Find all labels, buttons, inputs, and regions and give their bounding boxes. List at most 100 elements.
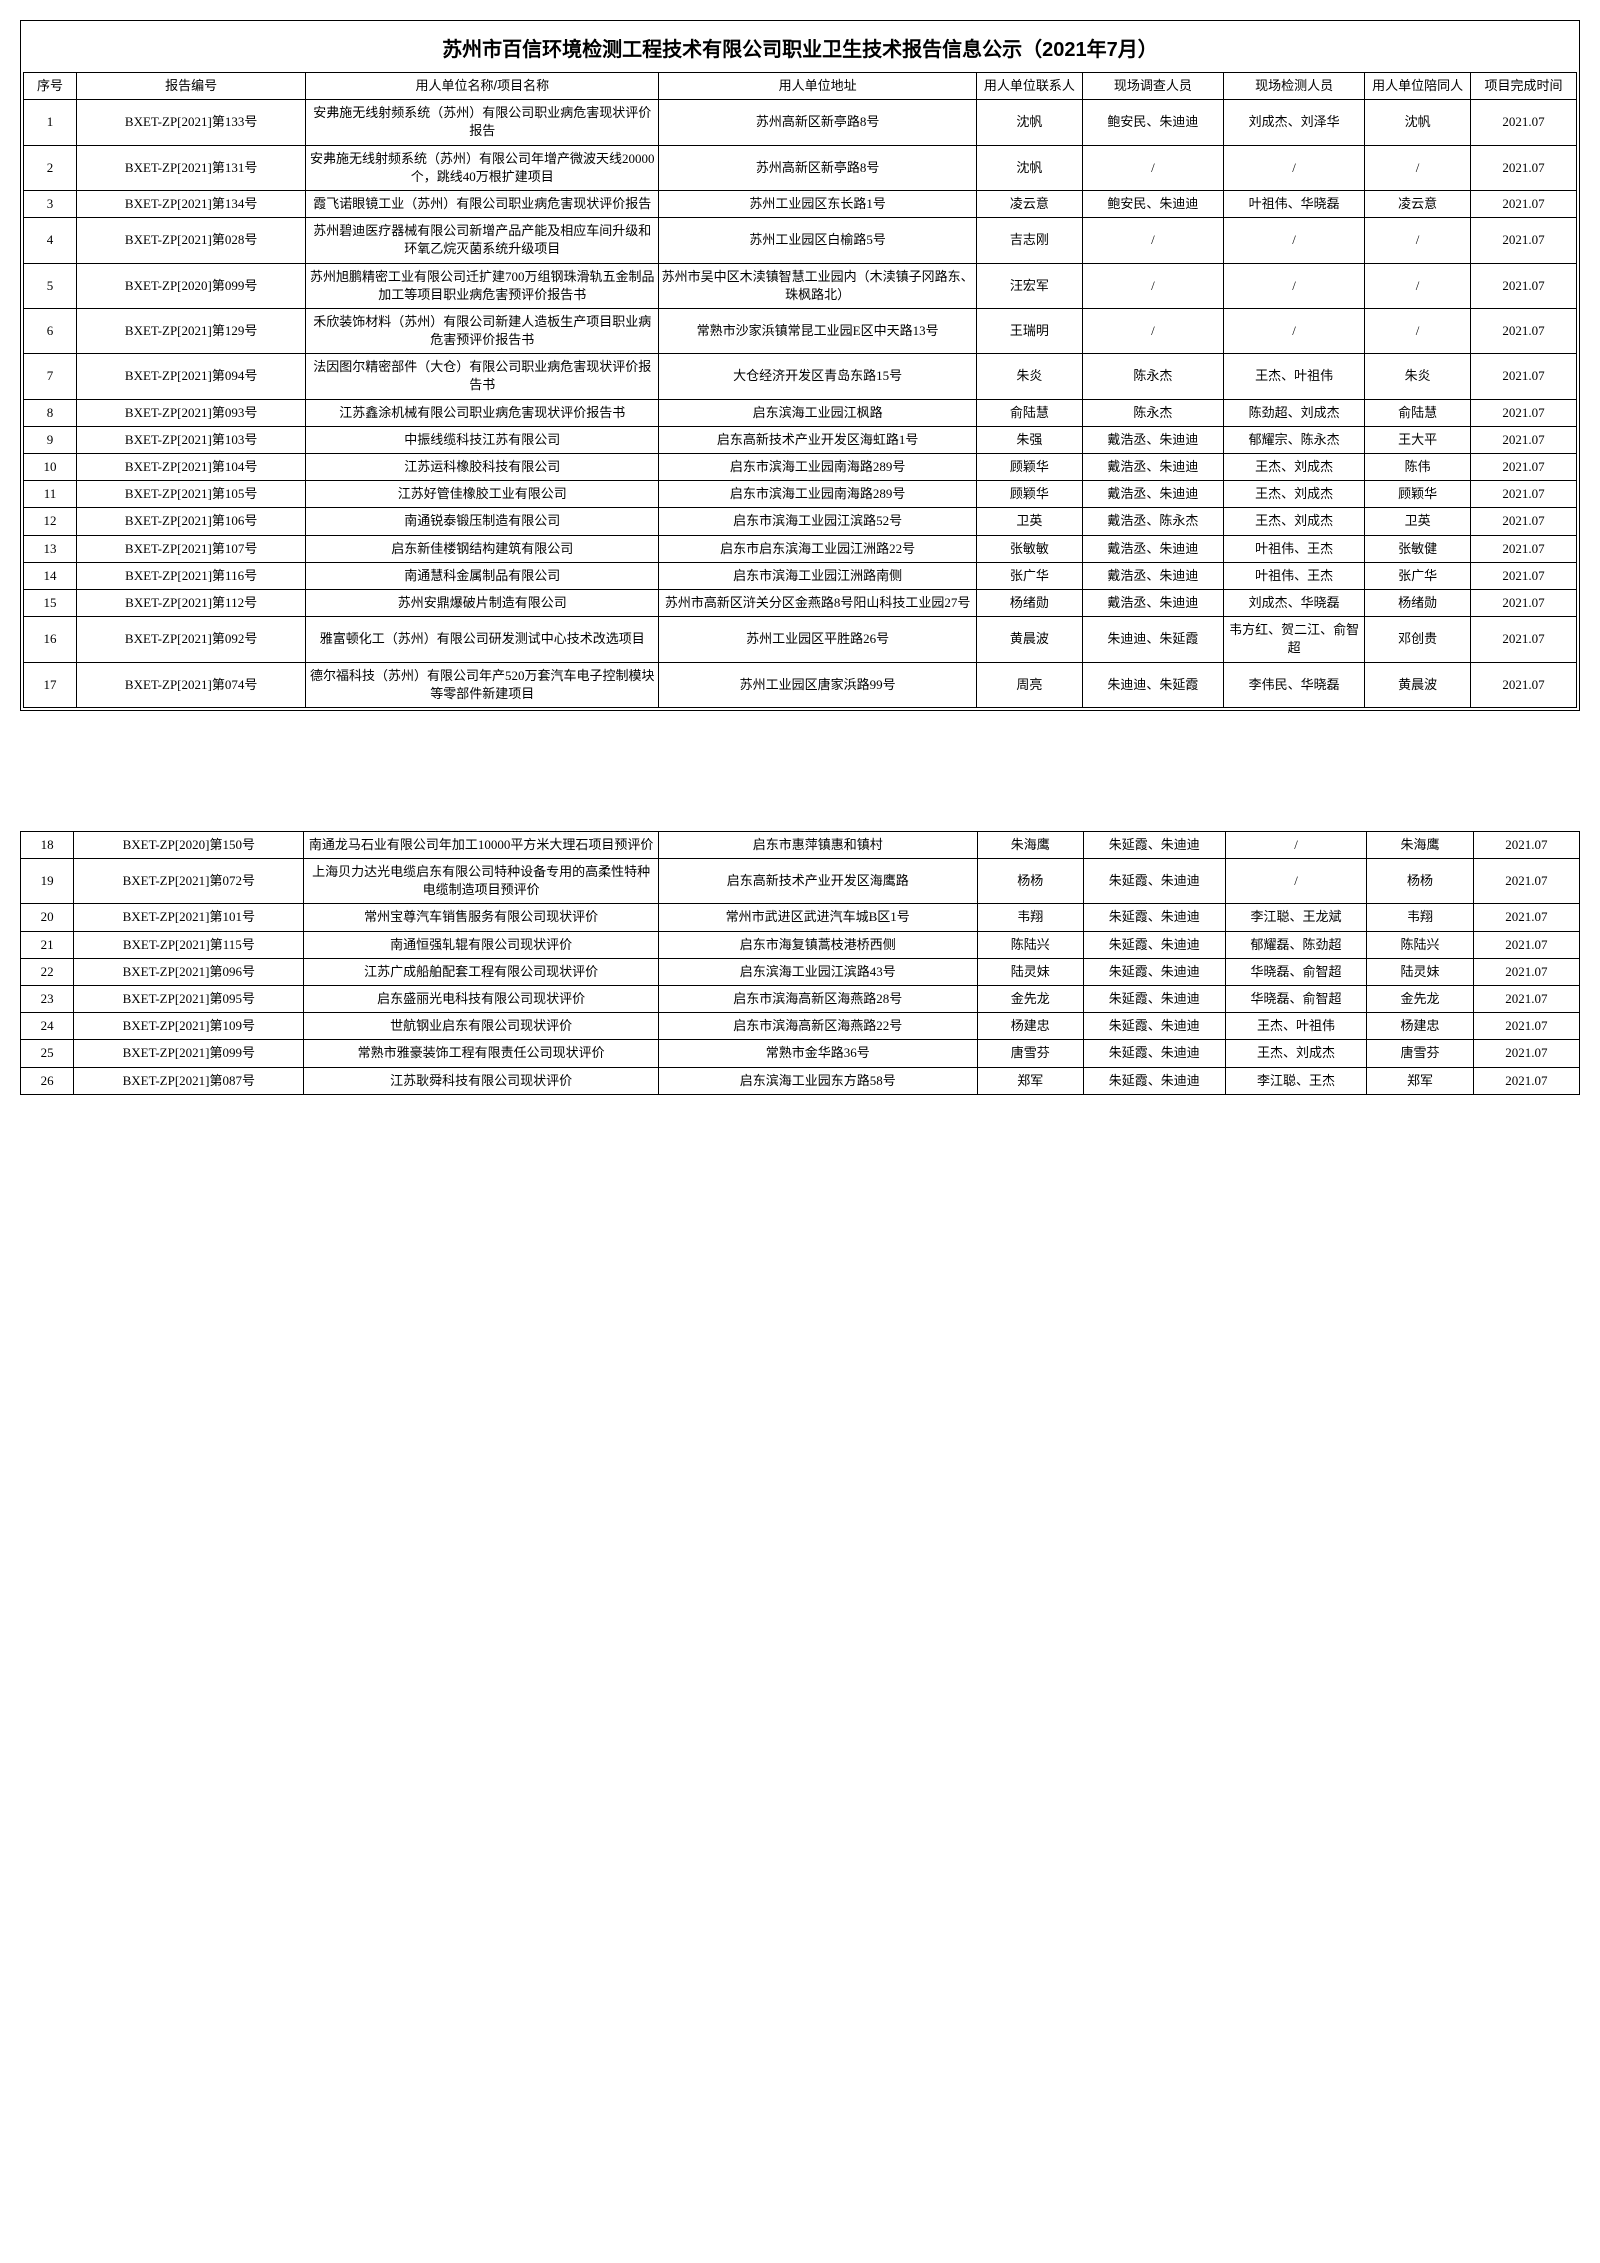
cell-seq: 26 — [21, 1067, 74, 1094]
cell-date: 2021.07 — [1473, 986, 1579, 1013]
cell-contact: 杨建忠 — [977, 1013, 1083, 1040]
cell-seq: 7 — [24, 354, 77, 399]
table-row: 13BXET-ZP[2021]第107号启东新佳楼钢结构建筑有限公司启东市启东滨… — [24, 535, 1577, 562]
cell-survey: 朱延霞、朱迪迪 — [1083, 986, 1225, 1013]
cell-accompany: 陈伟 — [1365, 454, 1471, 481]
cell-address: 启东高新技术产业开发区海虹路1号 — [659, 426, 977, 453]
cell-date: 2021.07 — [1471, 308, 1577, 353]
cell-inspect: 叶祖伟、华晓磊 — [1223, 190, 1364, 217]
cell-inspect: 郁耀宗、陈永杰 — [1223, 426, 1364, 453]
cell-survey: 朱延霞、朱迪迪 — [1083, 904, 1225, 931]
cell-seq: 3 — [24, 190, 77, 217]
cell-project: 安弗施无线射频系统（苏州）有限公司年增产微波天线20000个，跳线40万根扩建项… — [306, 145, 659, 190]
cell-accompany: / — [1365, 308, 1471, 353]
cell-seq: 20 — [21, 904, 74, 931]
cell-date: 2021.07 — [1471, 399, 1577, 426]
cell-report: BXET-ZP[2021]第101号 — [74, 904, 304, 931]
cell-inspect: 郁耀磊、陈劲超 — [1225, 931, 1367, 958]
cell-project: 启东新佳楼钢结构建筑有限公司 — [306, 535, 659, 562]
cell-inspect: 王杰、刘成杰 — [1223, 454, 1364, 481]
cell-address: 启东市滨海工业园南海路289号 — [659, 454, 977, 481]
cell-contact: 吉志刚 — [976, 218, 1082, 263]
cell-accompany: 张广华 — [1365, 562, 1471, 589]
cell-contact: 顾颖华 — [976, 481, 1082, 508]
cell-address: 苏州高新区新亭路8号 — [659, 145, 977, 190]
cell-contact: 凌云意 — [976, 190, 1082, 217]
cell-date: 2021.07 — [1473, 831, 1579, 858]
cell-contact: 汪宏军 — [976, 263, 1082, 308]
cell-inspect: / — [1223, 263, 1364, 308]
cell-date: 2021.07 — [1471, 218, 1577, 263]
table-row: 1BXET-ZP[2021]第133号安弗施无线射频系统（苏州）有限公司职业病危… — [24, 100, 1577, 145]
cell-report: BXET-ZP[2021]第092号 — [76, 617, 305, 662]
cell-date: 2021.07 — [1473, 859, 1579, 904]
table-row: 26BXET-ZP[2021]第087号江苏耿舜科技有限公司现状评价启东滨海工业… — [21, 1067, 1580, 1094]
cell-project: 法因图尔精密部件（大仓）有限公司职业病危害现状评价报告书 — [306, 354, 659, 399]
table-row: 18BXET-ZP[2020]第150号南通龙马石业有限公司年加工10000平方… — [21, 831, 1580, 858]
cell-address: 启东滨海工业园江枫路 — [659, 399, 977, 426]
cell-seq: 5 — [24, 263, 77, 308]
cell-accompany: 杨杨 — [1367, 859, 1473, 904]
cell-accompany: 卫英 — [1365, 508, 1471, 535]
table-row: 24BXET-ZP[2021]第109号世航钢业启东有限公司现状评价启东市滨海高… — [21, 1013, 1580, 1040]
cell-report: BXET-ZP[2021]第134号 — [76, 190, 305, 217]
col-header: 报告编号 — [76, 73, 305, 100]
cell-project: 江苏好管佳橡胶工业有限公司 — [306, 481, 659, 508]
cell-accompany: 韦翔 — [1367, 904, 1473, 931]
cell-contact: 卫英 — [976, 508, 1082, 535]
cell-seq: 21 — [21, 931, 74, 958]
cell-accompany: 张敏健 — [1365, 535, 1471, 562]
cell-project: 江苏耿舜科技有限公司现状评价 — [304, 1067, 658, 1094]
cell-accompany: 朱海鹰 — [1367, 831, 1473, 858]
cell-seq: 2 — [24, 145, 77, 190]
cell-seq: 14 — [24, 562, 77, 589]
cell-project: 南通锐泰锻压制造有限公司 — [306, 508, 659, 535]
table-row: 2BXET-ZP[2021]第131号安弗施无线射频系统（苏州）有限公司年增产微… — [24, 145, 1577, 190]
cell-survey: 戴浩丞、朱迪迪 — [1082, 454, 1223, 481]
cell-survey: 戴浩丞、朱迪迪 — [1082, 589, 1223, 616]
cell-seq: 13 — [24, 535, 77, 562]
col-header: 用人单位陪同人 — [1365, 73, 1471, 100]
cell-address: 常熟市沙家浜镇常昆工业园E区中天路13号 — [659, 308, 977, 353]
cell-contact: 沈帆 — [976, 145, 1082, 190]
cell-report: BXET-ZP[2021]第072号 — [74, 859, 304, 904]
cell-survey: 朱延霞、朱迪迪 — [1083, 931, 1225, 958]
cell-accompany: 陆灵妹 — [1367, 958, 1473, 985]
cell-project: 常熟市雅豪装饰工程有限责任公司现状评价 — [304, 1040, 658, 1067]
cell-date: 2021.07 — [1471, 190, 1577, 217]
cell-inspect: 王杰、叶祖伟 — [1225, 1013, 1367, 1040]
table-container-1: 苏州市百信环境检测工程技术有限公司职业卫生技术报告信息公示（2021年7月） 序… — [20, 20, 1580, 711]
cell-survey: / — [1082, 308, 1223, 353]
cell-survey: / — [1082, 263, 1223, 308]
cell-accompany: 朱炎 — [1365, 354, 1471, 399]
cell-contact: 陈陆兴 — [977, 931, 1083, 958]
cell-address: 苏州工业园区平胜路26号 — [659, 617, 977, 662]
cell-address: 启东滨海工业园江滨路43号 — [658, 958, 977, 985]
cell-accompany: 黄晨波 — [1365, 662, 1471, 707]
cell-date: 2021.07 — [1471, 562, 1577, 589]
cell-inspect: / — [1223, 218, 1364, 263]
cell-project: 江苏广成船舶配套工程有限公司现状评价 — [304, 958, 658, 985]
table-body-2: 18BXET-ZP[2020]第150号南通龙马石业有限公司年加工10000平方… — [21, 831, 1580, 1094]
cell-survey: / — [1082, 218, 1223, 263]
cell-address: 启东市启东滨海工业园江洲路22号 — [659, 535, 977, 562]
cell-report: BXET-ZP[2021]第028号 — [76, 218, 305, 263]
cell-accompany: / — [1365, 218, 1471, 263]
cell-contact: 顾颖华 — [976, 454, 1082, 481]
cell-survey: 戴浩丞、陈永杰 — [1082, 508, 1223, 535]
cell-inspect: 华晓磊、俞智超 — [1225, 986, 1367, 1013]
cell-report: BXET-ZP[2021]第095号 — [74, 986, 304, 1013]
cell-accompany: 杨绪勋 — [1365, 589, 1471, 616]
cell-accompany: / — [1365, 145, 1471, 190]
cell-seq: 22 — [21, 958, 74, 985]
cell-accompany: / — [1365, 263, 1471, 308]
cell-project: 南通龙马石业有限公司年加工10000平方米大理石项目预评价 — [304, 831, 658, 858]
cell-date: 2021.07 — [1473, 958, 1579, 985]
col-header: 现场调查人员 — [1082, 73, 1223, 100]
cell-report: BXET-ZP[2021]第129号 — [76, 308, 305, 353]
cell-contact: 杨杨 — [977, 859, 1083, 904]
table-row: 20BXET-ZP[2021]第101号常州宝尊汽车销售服务有限公司现状评价常州… — [21, 904, 1580, 931]
cell-contact: 周亮 — [976, 662, 1082, 707]
table-row: 15BXET-ZP[2021]第112号苏州安鼎爆破片制造有限公司苏州市高新区浒… — [24, 589, 1577, 616]
cell-date: 2021.07 — [1471, 145, 1577, 190]
